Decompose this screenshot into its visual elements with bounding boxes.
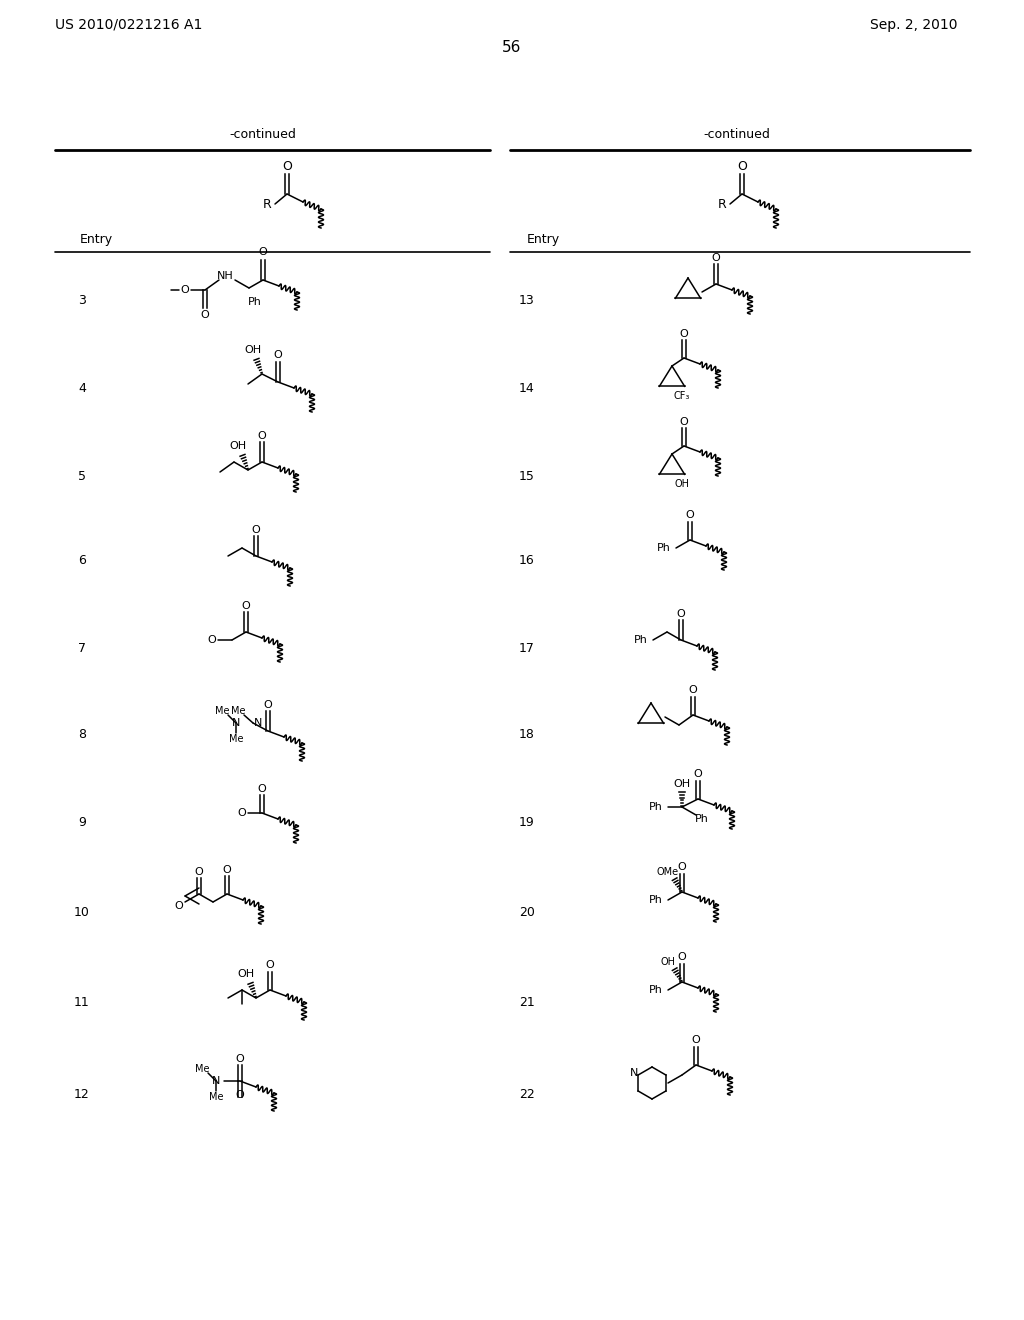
Text: 16: 16 bbox=[519, 553, 535, 566]
Text: Ph: Ph bbox=[657, 543, 671, 553]
Text: O: O bbox=[686, 510, 694, 520]
Text: O: O bbox=[208, 635, 216, 645]
Text: Entry: Entry bbox=[527, 234, 560, 247]
Text: O: O bbox=[175, 902, 183, 911]
Text: OH: OH bbox=[675, 479, 689, 488]
Text: 8: 8 bbox=[78, 729, 86, 742]
Text: Me: Me bbox=[215, 706, 229, 715]
Text: O: O bbox=[691, 1035, 700, 1045]
Text: O: O bbox=[201, 310, 209, 319]
Text: O: O bbox=[273, 350, 283, 360]
Text: 4: 4 bbox=[78, 381, 86, 395]
Text: O: O bbox=[737, 161, 746, 173]
Text: Ph: Ph bbox=[649, 803, 663, 812]
Text: N: N bbox=[212, 1076, 220, 1086]
Text: 18: 18 bbox=[519, 729, 535, 742]
Text: Me: Me bbox=[230, 706, 246, 715]
Text: 17: 17 bbox=[519, 642, 535, 655]
Text: O: O bbox=[195, 867, 204, 876]
Text: Ph: Ph bbox=[695, 814, 709, 824]
Text: O: O bbox=[678, 862, 686, 873]
Text: 12: 12 bbox=[74, 1089, 90, 1101]
Text: O: O bbox=[252, 525, 260, 535]
Text: O: O bbox=[236, 1053, 245, 1064]
Text: O: O bbox=[712, 253, 720, 263]
Text: Ph: Ph bbox=[649, 985, 663, 995]
Text: O: O bbox=[222, 865, 231, 875]
Text: 14: 14 bbox=[519, 381, 535, 395]
Text: O: O bbox=[236, 1090, 245, 1100]
Text: OH: OH bbox=[245, 345, 261, 355]
Text: 11: 11 bbox=[74, 995, 90, 1008]
Text: N: N bbox=[254, 718, 262, 729]
Text: 3: 3 bbox=[78, 293, 86, 306]
Text: Me: Me bbox=[195, 1064, 209, 1074]
Text: N: N bbox=[630, 1068, 638, 1078]
Text: O: O bbox=[680, 329, 688, 339]
Text: OH: OH bbox=[229, 441, 247, 451]
Text: O: O bbox=[282, 161, 292, 173]
Text: -continued: -continued bbox=[703, 128, 770, 141]
Text: 5: 5 bbox=[78, 470, 86, 483]
Text: OH: OH bbox=[660, 957, 676, 968]
Text: O: O bbox=[258, 784, 266, 795]
Text: O: O bbox=[259, 247, 267, 257]
Text: O: O bbox=[677, 609, 685, 619]
Text: N: N bbox=[231, 718, 241, 729]
Text: 22: 22 bbox=[519, 1089, 535, 1101]
Text: O: O bbox=[680, 417, 688, 426]
Text: 19: 19 bbox=[519, 817, 535, 829]
Text: O: O bbox=[180, 285, 189, 294]
Text: O: O bbox=[693, 770, 702, 779]
Text: O: O bbox=[238, 808, 247, 818]
Text: O: O bbox=[688, 685, 697, 696]
Text: OMe: OMe bbox=[657, 867, 679, 876]
Text: 10: 10 bbox=[74, 906, 90, 919]
Text: 20: 20 bbox=[519, 906, 535, 919]
Text: O: O bbox=[265, 960, 274, 970]
Text: 9: 9 bbox=[78, 817, 86, 829]
Text: R: R bbox=[262, 198, 271, 210]
Text: -continued: -continued bbox=[229, 128, 296, 141]
Text: OH: OH bbox=[238, 969, 255, 979]
Text: US 2010/0221216 A1: US 2010/0221216 A1 bbox=[55, 18, 203, 32]
Text: Me: Me bbox=[209, 1092, 223, 1102]
Text: Ph: Ph bbox=[649, 895, 663, 906]
Text: 13: 13 bbox=[519, 293, 535, 306]
Text: Me: Me bbox=[228, 734, 244, 744]
Text: OH: OH bbox=[674, 779, 690, 789]
Text: Entry: Entry bbox=[80, 234, 113, 247]
Text: 56: 56 bbox=[503, 40, 521, 54]
Text: Sep. 2, 2010: Sep. 2, 2010 bbox=[870, 18, 957, 32]
Text: R: R bbox=[718, 198, 726, 210]
Text: 6: 6 bbox=[78, 553, 86, 566]
Text: 15: 15 bbox=[519, 470, 535, 483]
Text: 21: 21 bbox=[519, 995, 535, 1008]
Text: Ph: Ph bbox=[634, 635, 648, 645]
Text: O: O bbox=[242, 601, 251, 611]
Text: O: O bbox=[263, 700, 272, 710]
Text: NH: NH bbox=[217, 271, 233, 281]
Text: 7: 7 bbox=[78, 642, 86, 655]
Text: O: O bbox=[678, 952, 686, 962]
Text: CF₃: CF₃ bbox=[674, 391, 690, 401]
Text: O: O bbox=[258, 432, 266, 441]
Text: Ph: Ph bbox=[248, 297, 262, 308]
